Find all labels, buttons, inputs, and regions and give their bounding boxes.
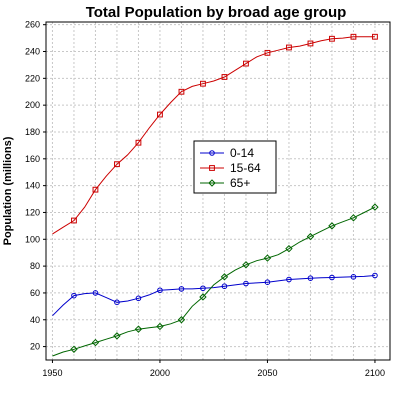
data-point — [178, 88, 185, 95]
data-point — [177, 316, 186, 324]
data-point — [221, 74, 228, 80]
legend-marker — [209, 165, 215, 171]
y-tick-label: 20 — [30, 342, 40, 352]
data-point — [285, 244, 293, 253]
y-tick-label: 180 — [25, 127, 40, 137]
data-point — [350, 274, 357, 280]
data-point — [71, 217, 77, 224]
legend-label: 0-14 — [230, 146, 254, 160]
data-point — [156, 322, 164, 331]
data-point — [307, 40, 314, 47]
y-tick-label: 140 — [25, 181, 40, 191]
y-tick-label: 200 — [25, 100, 40, 110]
legend-item: 15-64 — [200, 161, 261, 175]
data-point — [243, 280, 249, 287]
data-point — [264, 279, 271, 286]
y-tick-label: 80 — [30, 261, 40, 271]
data-point — [135, 139, 142, 146]
series-0-14 — [52, 272, 378, 317]
data-point — [350, 33, 357, 40]
data-point — [199, 293, 207, 301]
data-point — [306, 232, 315, 241]
series-line — [52, 36, 375, 235]
x-tick-label: 2000 — [150, 368, 170, 378]
data-point — [329, 35, 335, 42]
y-tick-label: 100 — [25, 234, 40, 244]
data-point — [134, 325, 143, 333]
data-point — [70, 345, 78, 353]
series-line — [52, 275, 375, 317]
data-point — [114, 299, 120, 306]
data-point — [71, 292, 77, 299]
data-point — [263, 254, 272, 262]
data-point — [200, 80, 206, 87]
data-point — [135, 295, 142, 302]
axes: 20 40 60 80 100 120 140 160 180 200 220 240 260 1950 2… — [25, 20, 391, 378]
legend-label: 15-64 — [230, 161, 261, 175]
data-point — [220, 273, 229, 281]
data-point — [157, 111, 163, 118]
data-point — [221, 283, 228, 290]
data-point — [157, 287, 163, 294]
y-tick-label: 160 — [25, 154, 40, 164]
data-point — [286, 44, 292, 51]
data-point — [242, 261, 250, 269]
y-tick-label: 220 — [25, 73, 40, 83]
data-point — [243, 60, 249, 67]
series-65+ — [52, 203, 379, 357]
data-point — [200, 285, 206, 292]
legend-item: 0-14 — [200, 146, 254, 160]
data-point — [286, 276, 292, 283]
chart-title: Total Population by broad age group — [86, 4, 347, 21]
legend-item: 65+ — [200, 176, 250, 190]
y-tick-label: 40 — [30, 315, 40, 325]
data-point — [349, 214, 358, 222]
data-point — [91, 338, 100, 347]
x-tick-label: 2100 — [365, 368, 385, 378]
series-15-64 — [52, 33, 378, 235]
data-point — [178, 286, 185, 292]
data-point — [113, 332, 121, 340]
data-point — [372, 33, 378, 40]
data-point — [92, 186, 99, 193]
data-point — [372, 272, 378, 279]
x-tick-label: 1950 — [42, 368, 62, 378]
data-point — [307, 275, 314, 281]
y-tick-label: 260 — [25, 20, 40, 30]
data-point — [328, 222, 336, 230]
data-point — [264, 49, 271, 56]
y-axis-label: Population (millions) — [2, 136, 14, 245]
legend-label: 65+ — [230, 176, 250, 190]
data-point — [371, 203, 379, 211]
data-point — [114, 161, 120, 168]
x-tick-label: 2050 — [257, 368, 277, 378]
series-line — [52, 206, 376, 357]
legend-marker — [209, 150, 215, 156]
y-tick-label: 60 — [30, 288, 40, 298]
series-group — [52, 33, 379, 357]
y-tick-label: 120 — [25, 207, 40, 217]
data-point — [92, 290, 99, 296]
legend-box — [193, 140, 277, 194]
legend-marker — [208, 179, 216, 187]
y-tick-label: 240 — [25, 47, 40, 57]
plot-frame — [45, 21, 391, 361]
data-point — [329, 274, 335, 281]
